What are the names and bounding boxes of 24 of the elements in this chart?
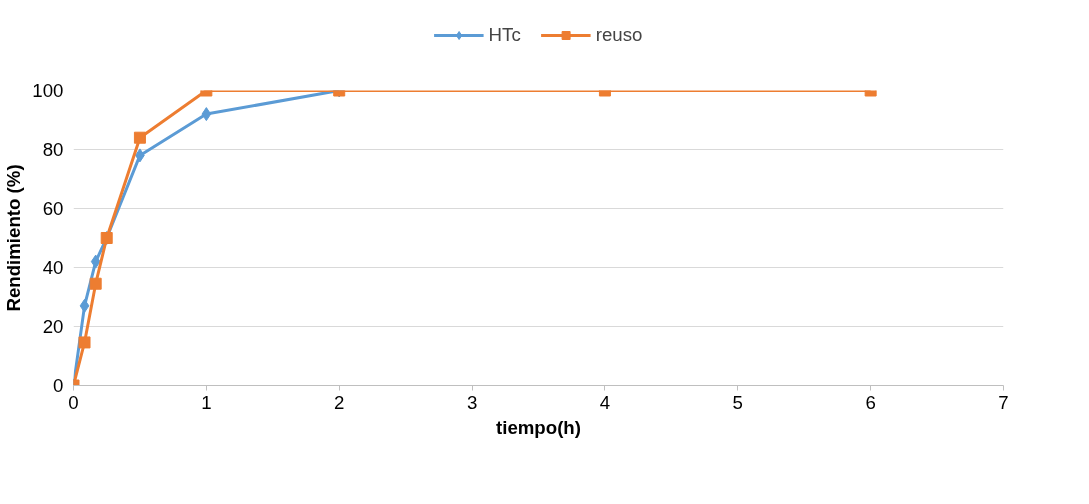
point: [78, 336, 91, 349]
legend-label: reuso: [595, 24, 643, 46]
point: [90, 254, 101, 269]
y-tick-label: 80: [42, 139, 64, 160]
y-tick-label: 60: [42, 198, 64, 219]
y-tick-label: 20: [42, 316, 64, 337]
point: [89, 277, 102, 290]
x-tick-label: 2: [334, 391, 345, 413]
point: [201, 107, 212, 122]
x-tick-label: 0: [68, 391, 79, 413]
y-tick-label: 0: [53, 375, 64, 396]
x-tick-label: 6: [865, 391, 876, 413]
x-tick-label: 4: [599, 391, 611, 413]
x-tick-label: 7: [998, 391, 1009, 413]
x-axis-title: tiempo(h): [496, 416, 581, 438]
y-axis-title: Rendimiento (%): [3, 164, 25, 312]
point: [79, 298, 90, 313]
x-tick-label: 5: [732, 391, 743, 413]
point: [133, 131, 146, 144]
x-tick-label: 3: [466, 391, 478, 413]
x-tick-label: 1: [201, 391, 212, 413]
y-tick-label: 100: [32, 80, 64, 101]
legend-label: HTc: [488, 24, 521, 46]
y-tick-label: 40: [42, 257, 64, 278]
